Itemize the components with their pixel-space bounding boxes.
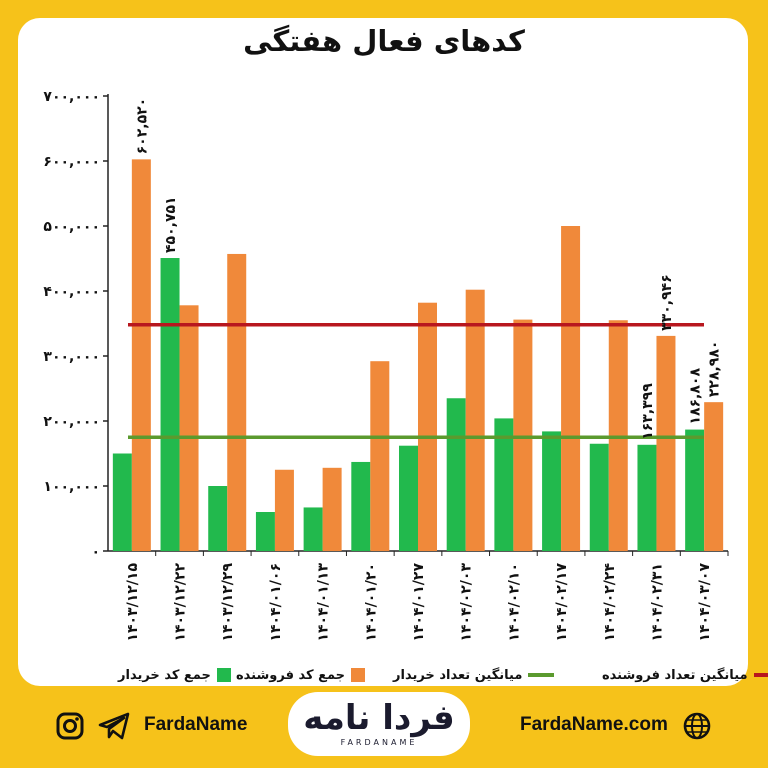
legend-seller-sum-label: جمع کد فروشنده [236,667,346,683]
bar-buyer [685,429,705,551]
legend-buyer-average-label: میانگین تعداد خریدار [393,667,523,683]
y-tick-label: ۶۰۰,۰۰۰ [43,154,100,170]
logo: فردا نامه FARDANAME [288,692,470,756]
bar-buyer [494,418,514,551]
bar-seller [513,319,533,551]
x-tick-label: ۱۴۰۴/۰۱/۱۳ [316,563,332,642]
data-label: ۴۵۰,۷۵۱ [163,196,179,253]
bar-seller [656,335,676,551]
legend-seller-average-label: میانگین تعداد فروشنده [602,667,748,683]
y-tick-label: ۵۰۰,۰۰۰ [43,219,100,235]
x-tick-labels: ۱۴۰۳/۱۲/۱۵ ۱۴۰۳/۱۲/۲۲ ۱۴۰۳/۱۲/۲۹ ۱۴۰۴/۰۱/۰۶… [125,551,729,642]
y-tick-label: ۷۰۰,۰۰۰ [43,89,100,105]
bar-buyer [208,486,228,551]
bar-buyer [637,444,657,551]
x-tick-label: ۱۴۰۴/۰۱/۲۷ [411,563,427,642]
x-tick-label: ۱۴۰۴/۰۲/۳۱ [649,563,665,642]
logo-subtext: FARDANAME [340,738,418,747]
bar-seller [465,289,485,551]
bar-seller [561,226,581,551]
bar-seller [227,253,247,551]
data-labels: ۴۵۰,۷۵۱ ۶۰۲,۵۲۰ ۱۶۳,۳۹۹ ۳۳۰,۹۴۶ ۱۸۶,۸۰۸ ۲۲۸,۹… [134,98,722,440]
x-tick-label: ۱۴۰۳/۱۲/۲۹ [220,563,236,642]
x-tick-label: ۱۴۰۴/۰۱/۲۰ [363,563,379,642]
legend-seller-average: میانگین تعداد فروشنده [602,664,768,686]
data-label: ۶۰۲,۵۲۰ [134,98,150,155]
telegram-icon[interactable] [98,712,130,740]
bar-seller [418,302,437,551]
legend-seller-average-swatch [753,673,768,677]
x-tick-label: ۱۴۰۳/۱۲/۲۲ [173,563,189,642]
x-tick-label: ۱۴۰۴/۰۱/۰۶ [268,563,284,642]
legend-buyer-sum-label: جمع کد خریدار [118,667,211,683]
average-lines [128,323,704,439]
globe-icon[interactable] [682,711,712,741]
legend-buyer-average: میانگین تعداد خریدار [393,664,555,686]
legend-seller-sum: جمع کد فروشنده [236,664,366,686]
y-tick-label: ۲۰۰,۰۰۰ [43,414,100,430]
bar-buyer [542,431,562,551]
chart-title: کدهای فعال هفتگی [243,24,525,58]
footer-handle[interactable]: FardaName [144,714,248,735]
logo-text: فردا نامه [303,698,455,738]
bar-seller [370,361,390,551]
x-tick-label: ۱۴۰۴/۰۲/۰۳ [459,563,475,642]
legend-buyer-sum-swatch [216,668,231,682]
legend-buyer-sum: جمع کد خریدار [118,664,231,686]
bar-buyer [255,512,275,551]
bar-seller [704,402,724,551]
y-tick-label: ۴۰۰,۰۰۰ [43,284,100,300]
bar-buyer [351,461,371,551]
footer: FardaName فردا نامه FARDANAME FardaName.… [0,690,768,768]
x-tick-label: ۱۴۰۴/۰۳/۰۷ [697,563,713,642]
data-label: ۳۳۰,۹۴۶ [659,274,675,331]
x-tick-label: ۱۴۰۴/۰۲/۲۴ [602,563,618,642]
bar-buyer [589,443,609,551]
y-tick-labels: ۰ ۱۰۰,۰۰۰ ۲۰۰,۰۰۰ ۳۰۰,۰۰۰ ۴۰۰,۰۰۰ ۵۰۰,۰۰۰ ۶۰۰,… [43,89,108,560]
x-tick-label: ۱۴۰۳/۱۲/۱۵ [125,563,141,642]
y-tick-label: ۱۰۰,۰۰۰ [43,479,100,495]
bar-seller [131,159,151,551]
bars [112,159,724,551]
data-label: ۱۶۳,۳۹۹ [640,383,656,440]
y-tick-label: ۰ [91,544,100,560]
footer-website[interactable]: FardaName.com [520,714,668,735]
x-tick-label: ۱۴۰۴/۰۲/۱۰ [506,563,522,642]
y-tick-label: ۳۰۰,۰۰۰ [43,349,100,365]
bar-buyer [399,445,418,551]
bar-chart: ۴۵۰,۷۵۱ ۶۰۲,۵۲۰ ۱۶۳,۳۹۹ ۳۳۰,۹۴۶ ۱۸۶,۸۰۸ ۲۲۸,۹… [43,89,729,642]
x-tick-label: ۱۴۰۴/۰۲/۱۷ [554,563,570,642]
legend-seller-sum-swatch [351,668,366,682]
data-label: ۲۲۸,۹۸۰ [707,341,723,398]
data-label: ۱۸۶,۸۰۸ [688,368,704,425]
bar-seller [274,469,294,551]
bar-seller [322,467,342,551]
legend-buyer-average-swatch [528,673,555,677]
instagram-icon[interactable] [56,712,84,740]
bar-buyer [303,507,323,551]
bar-buyer [160,258,180,551]
bar-buyer [446,398,466,551]
bar-buyer [112,453,132,551]
bar-seller [179,305,199,551]
